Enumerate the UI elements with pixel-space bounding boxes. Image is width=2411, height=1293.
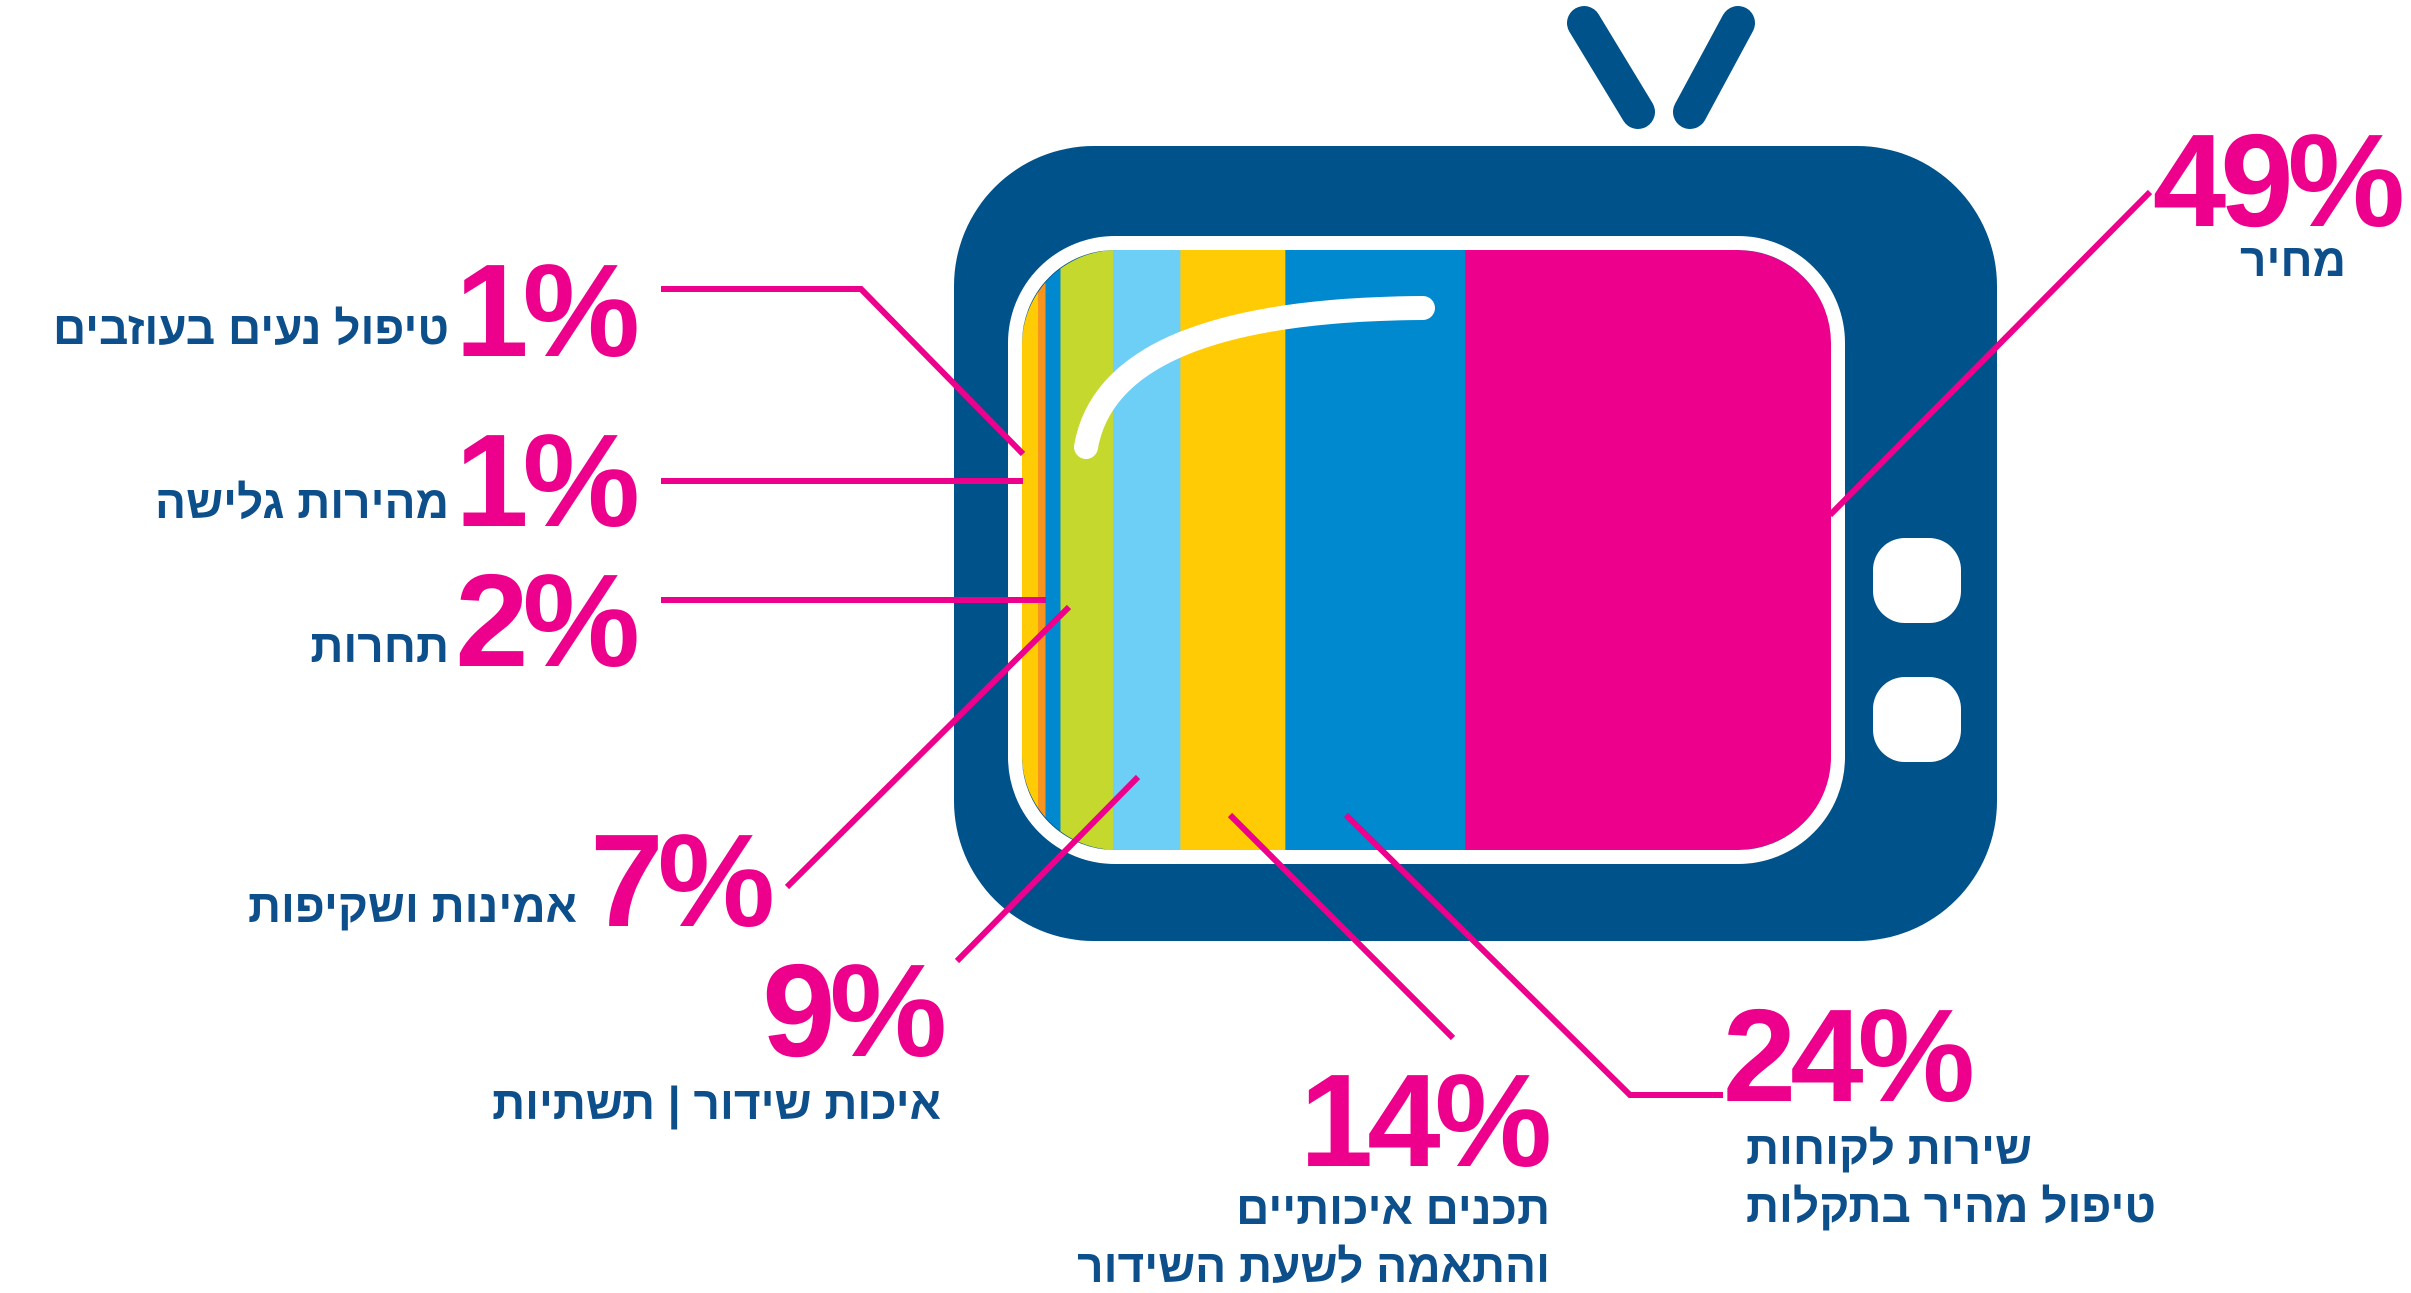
value-label: 1%	[455, 407, 640, 554]
leader-line	[954, 774, 1141, 964]
category-label: איכות שידור | תשתיות	[492, 1077, 941, 1129]
antenna	[1567, 6, 1655, 129]
stripe	[1464, 250, 1832, 850]
leader-line	[1343, 812, 1723, 1098]
stripe	[1037, 250, 1046, 850]
category-label: טיפול נעים בעוזבים	[52, 302, 449, 354]
stripe-edge	[1022, 250, 1030, 850]
category-label: אמינות ושקיפות	[247, 880, 577, 932]
leader-line	[1227, 812, 1456, 1041]
stripe	[1284, 250, 1466, 850]
antenna	[1673, 6, 1755, 129]
screen	[1022, 250, 1832, 850]
value-label: 9%	[762, 937, 947, 1084]
screen-outline	[1008, 236, 1845, 864]
leader-line	[661, 286, 1026, 457]
value-label: 1%	[455, 237, 640, 384]
knob	[1873, 538, 1961, 623]
value-label: 2%	[455, 547, 640, 694]
stripe	[1044, 250, 1061, 850]
value-label: 14%	[1299, 1047, 1552, 1194]
leader-line	[784, 604, 1072, 890]
category-label: תכנים איכותיים והתאמה לשעת השידור	[1077, 1182, 1550, 1292]
value-label: 7%	[590, 807, 775, 954]
category-label: מהירות גלישה	[155, 476, 449, 528]
highlight	[1074, 296, 1435, 459]
category-label: תחרות	[310, 620, 449, 672]
value-label: 24%	[1722, 982, 1975, 1129]
stripe	[1030, 250, 1038, 850]
leaders	[661, 189, 2153, 1098]
stripe	[1059, 250, 1113, 850]
value-label: 49%	[2152, 107, 2405, 254]
category-label: מחיר	[2240, 234, 2346, 286]
category-label: שירות לקוחות טיפול מהיר בתקלות	[1746, 1122, 2157, 1232]
knob	[1873, 677, 1961, 762]
leader-line	[1827, 189, 2153, 518]
